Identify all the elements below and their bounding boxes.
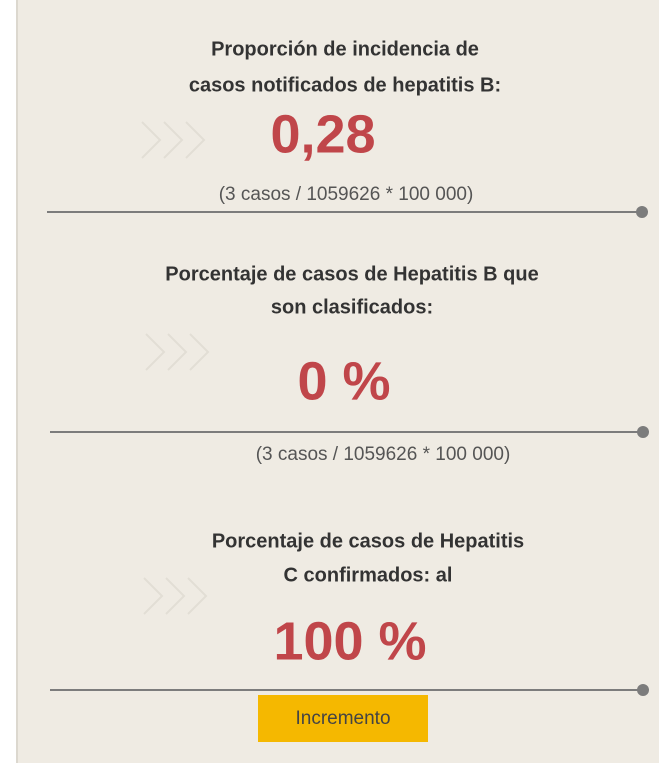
separator-dot xyxy=(636,206,648,218)
separator-dot xyxy=(637,684,649,696)
chevrons xyxy=(145,333,210,371)
badge-label: Incremento xyxy=(295,708,390,729)
formula: (3 casos / 1059626 * 100 000) xyxy=(219,184,474,205)
panel xyxy=(17,0,659,763)
chevrons xyxy=(141,121,206,159)
section-title: Porcentaje de casos de Hepatitis xyxy=(212,530,524,552)
section-title: casos notificados de hepatitis B: xyxy=(189,74,501,96)
section-title: Porcentaje de casos de Hepatitis B que xyxy=(165,263,538,285)
section-title: C confirmados: al xyxy=(284,564,453,586)
metric-value: 100 % xyxy=(273,611,426,671)
section-title: Proporción de incidencia de xyxy=(211,38,479,60)
metric-value: 0,28 xyxy=(270,104,375,164)
chevrons xyxy=(143,577,208,615)
metric-value: 0 % xyxy=(297,351,390,411)
badge xyxy=(258,695,428,742)
section-title: son clasificados: xyxy=(271,296,433,318)
separator-dot xyxy=(637,426,649,438)
formula: (3 casos / 1059626 * 100 000) xyxy=(256,444,511,465)
